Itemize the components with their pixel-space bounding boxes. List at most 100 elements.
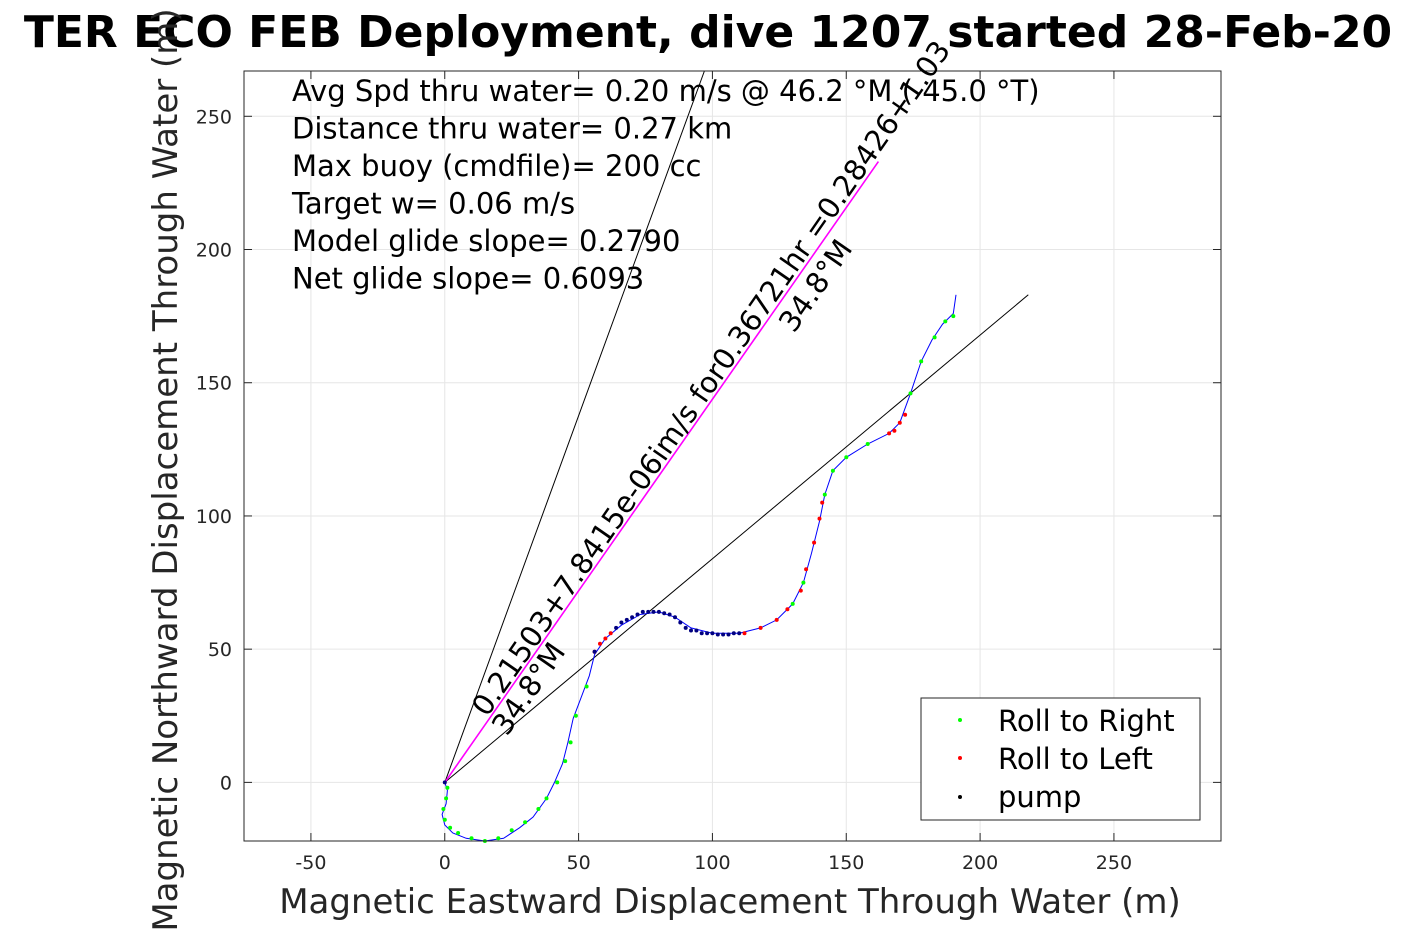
legend-label-roll-left: Roll to Left	[998, 742, 1153, 776]
x-tick-label: -50	[295, 852, 326, 874]
point-roll-to-left	[598, 641, 602, 646]
point-roll-to-left	[903, 412, 908, 417]
legend-box	[920, 697, 1201, 821]
point-pump	[699, 631, 704, 636]
point-pump	[614, 625, 619, 630]
stats-line: Target w= 0.06 m/s	[291, 187, 575, 221]
point-roll-to-left	[603, 636, 608, 641]
point-roll-to-right	[523, 820, 528, 825]
point-roll-to-left	[758, 625, 763, 630]
point-roll-to-right	[563, 759, 568, 764]
point-roll-to-right	[919, 359, 924, 364]
series-layer	[441, 70, 1029, 843]
legend-label-pump: pump	[998, 780, 1081, 814]
y-tick-label: 100	[196, 506, 232, 528]
series-line-heading-line	[444, 70, 705, 783]
point-pump	[737, 631, 742, 636]
point-roll-to-right	[536, 807, 541, 811]
x-axis-label: Magnetic Eastward Displacement Through W…	[279, 882, 1181, 922]
x-tick-label: 250	[1096, 852, 1132, 874]
point-pump	[651, 609, 656, 614]
point-roll-to-left	[774, 617, 779, 622]
point-pump	[673, 615, 677, 620]
stats-line: Model glide slope= 0.2790	[292, 224, 680, 258]
point-roll-to-right	[822, 492, 827, 497]
point-roll-to-left	[887, 431, 892, 436]
point-roll-to-right	[865, 442, 870, 446]
point-pump	[678, 620, 683, 625]
point-pump	[619, 620, 624, 625]
point-roll-to-right	[441, 807, 446, 811]
point-roll-to-right	[496, 836, 501, 841]
point-roll-to-right	[456, 831, 461, 835]
point-roll-to-left	[742, 631, 747, 636]
x-tick-label: 100	[694, 852, 730, 874]
point-roll-to-right	[584, 684, 589, 689]
point-roll-to-left	[804, 567, 809, 572]
stats-line: Max buoy (cmdfile)= 200 cc	[292, 149, 701, 183]
legend-marker-roll-left	[958, 756, 962, 760]
point-pump	[721, 632, 726, 637]
stats-line: Distance thru water= 0.27 km	[292, 112, 732, 146]
point-pump	[689, 628, 693, 633]
point-pump	[646, 609, 651, 614]
series-line-net-track-line	[444, 294, 1029, 783]
x-tick-label: 50	[566, 852, 590, 874]
point-pump	[705, 631, 710, 636]
point-roll-to-right	[830, 468, 835, 473]
point-roll-to-left	[812, 540, 817, 545]
legend-marker-roll-right	[958, 718, 962, 722]
point-roll-to-right	[509, 828, 514, 833]
tick-layer: -50 0 50 100 150 200 250 0 50 100 150 200 250	[196, 71, 1221, 874]
point-roll-to-right	[573, 713, 578, 718]
y-tick-label: 150	[196, 373, 232, 395]
point-roll-to-right	[844, 455, 849, 460]
point-roll-to-left	[897, 420, 902, 425]
point-roll-to-left	[798, 588, 803, 593]
point-pump	[662, 611, 667, 616]
point-pump	[694, 628, 699, 633]
series-line-desired-heading	[444, 161, 880, 783]
point-roll-to-right	[555, 780, 560, 785]
point-roll-to-right	[568, 740, 573, 745]
point-pump	[624, 617, 629, 622]
point-roll-to-right	[448, 825, 453, 830]
point-pump	[630, 615, 635, 620]
x-tick-label: 0	[439, 852, 451, 874]
x-tick-label: 150	[828, 852, 864, 874]
y-tick-label: 0	[220, 772, 232, 794]
point-roll-to-left	[608, 631, 613, 636]
point-pump	[715, 632, 720, 637]
point-roll-to-right	[943, 319, 948, 324]
point-roll-to-left	[785, 607, 790, 612]
point-pump	[726, 632, 731, 637]
point-roll-to-left	[817, 516, 822, 521]
point-roll-to-right	[469, 836, 474, 841]
stats-line: Net glide slope= 0.6093	[292, 262, 644, 296]
y-axis-label: Magnetic Northward Displacement Through …	[146, 8, 186, 931]
point-pump	[667, 612, 672, 617]
point-roll-to-right	[932, 335, 937, 340]
point-roll-to-right	[951, 314, 956, 319]
legend-marker-pump	[958, 795, 962, 799]
point-pump	[710, 631, 715, 636]
point-roll-to-right	[442, 817, 447, 822]
point-roll-to-right	[544, 796, 549, 801]
y-tick-label: 50	[208, 639, 232, 661]
chart-title: TER ECO FEB Deployment, dive 1207 starte…	[24, 7, 1392, 58]
point-pump	[683, 625, 688, 630]
plot-frame	[243, 70, 1222, 842]
point-pump	[640, 609, 645, 614]
point-roll-to-right	[790, 601, 795, 606]
point-pump	[731, 631, 736, 636]
point-pump	[442, 780, 447, 785]
point-roll-to-right	[445, 785, 450, 790]
grid-lines	[244, 71, 1221, 841]
point-pump	[656, 609, 661, 614]
point-roll-to-right	[801, 580, 806, 585]
stats-line: Avg Spd thru water= 0.20 m/s @ 46.2 °M (…	[292, 74, 1040, 108]
y-tick-label: 200	[196, 240, 232, 262]
legend: Roll to Right Roll to Left pump	[920, 697, 1201, 821]
point-roll-to-left	[892, 428, 897, 433]
